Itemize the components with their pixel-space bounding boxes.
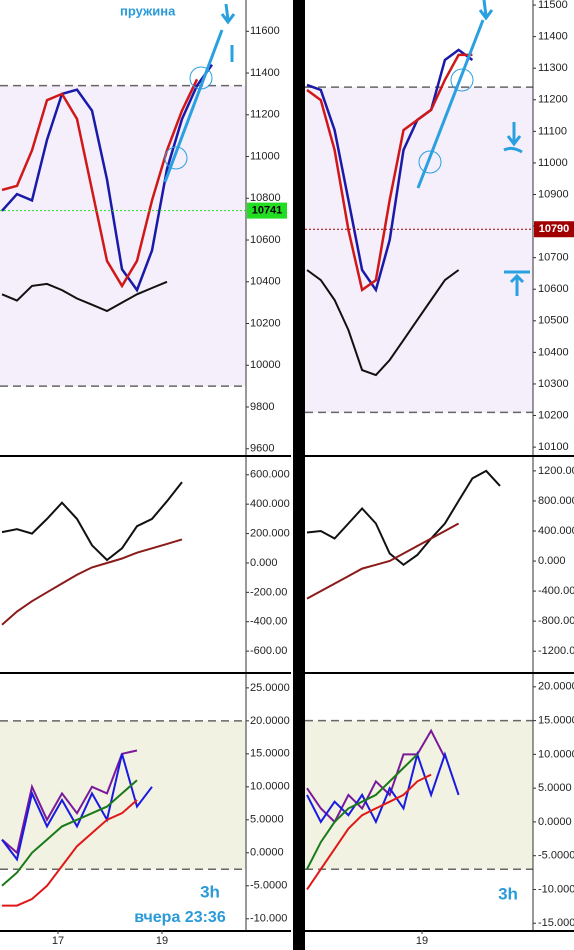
indicator-line (306, 728, 446, 824)
y-tick-label: 10400 (538, 346, 569, 358)
indicator-line (306, 53, 473, 293)
y-tick-label: 11100 (538, 125, 567, 137)
y-tick-label: -5.0000 (538, 850, 574, 862)
level-zone (0, 720, 246, 870)
y-tick-label: 20.0000 (250, 715, 290, 727)
y-tick-label: -1200.00 (538, 645, 574, 657)
y-tick-label: 9600 (250, 443, 274, 455)
y-tick-label: -10.000 (250, 913, 287, 925)
y-tick-label: 10300 (538, 378, 569, 390)
y-tick-label: -10.0000 (538, 883, 574, 895)
y-tick-label: -400.000 (538, 585, 574, 597)
y-tick-label: 10500 (538, 315, 569, 327)
y-tick-label: 600.000 (250, 469, 290, 481)
indicator-line (306, 753, 418, 870)
y-tick-label: 10200 (250, 317, 281, 329)
y-tick-label: -800.000 (538, 615, 574, 627)
y-tick-label: 10700 (538, 252, 569, 264)
y-tick-label: 10200 (538, 409, 569, 421)
indicator-line (306, 773, 432, 891)
y-tick-label: 400.000 (538, 525, 574, 537)
last-price-box (247, 202, 287, 219)
y-tick-label: 10800 (250, 192, 281, 204)
divider (293, 0, 305, 950)
y-tick-label: 5.0000 (538, 782, 572, 794)
y-tick-label: 11000 (538, 157, 568, 169)
last-price-label: 10741 (252, 205, 283, 217)
annotation-circles (164, 66, 474, 174)
y-tick-label: -5.0000 (250, 880, 287, 892)
y-tick-label: 1200.000 (538, 465, 574, 477)
y-tick-label: -600.00 (250, 645, 287, 657)
y-tick-label: -200.00 (250, 586, 287, 598)
y-tick-label: 10.0000 (250, 781, 290, 793)
y-tick-label: 400.000 (250, 498, 290, 510)
y-tick-label: 11400 (538, 31, 568, 43)
indicator-line (1, 63, 214, 293)
level-zone (305, 720, 533, 870)
y-tick-label: 10000 (250, 359, 281, 371)
y-tick-label: 10900 (538, 188, 569, 200)
indicator-line (1, 538, 183, 626)
indicator-line (1, 753, 153, 862)
y-tick-label: 0.0000 (250, 847, 284, 859)
y-tick-label: 11400 (250, 67, 280, 79)
y-tick-label: 800.000 (538, 495, 574, 507)
y-tick-label: 11300 (538, 62, 568, 74)
y-tick-label: 200.000 (250, 527, 290, 539)
indicator-line (1, 280, 168, 313)
x-tick-label: 19 (156, 935, 168, 947)
indicator-line (306, 522, 460, 600)
y-tick-label: -15.0000 (538, 917, 574, 929)
y-tick-label: 10400 (250, 276, 281, 288)
y-tick-label: 11200 (538, 94, 568, 106)
y-tick-label: 10600 (538, 283, 569, 295)
level-zone (305, 87, 533, 413)
y-tick-label: 11000 (250, 150, 280, 162)
annotation-text: 3h (498, 884, 518, 903)
x-tick-label: 17 (52, 935, 64, 947)
y-tick-label: 0.000 (538, 555, 566, 567)
y-tick-label: 9800 (250, 401, 274, 413)
y-tick-label: 10100 (538, 441, 569, 453)
indicator-line (1, 749, 138, 855)
last-price-box (534, 221, 574, 238)
y-tick-label: 20.0000 (538, 681, 574, 693)
y-tick-label: 10600 (250, 234, 281, 246)
x-tick-label: 19 (416, 935, 428, 947)
y-tick-label: 0.0000 (538, 816, 572, 828)
indicator-line (2, 799, 138, 907)
annotation-drawing (163, 0, 530, 296)
indicator-line (306, 269, 460, 377)
y-tick-label: 15.0000 (250, 748, 290, 760)
y-tick-label: 15.0000 (538, 715, 574, 727)
y-tick-label: 11200 (250, 109, 280, 121)
annotation-text: вчера 23:36 (134, 909, 226, 926)
indicator-line (306, 469, 501, 567)
y-tick-label: 10.0000 (538, 748, 574, 760)
indicator-line (1, 481, 183, 562)
level-zone (0, 85, 246, 387)
last-price-label: 10790 (539, 223, 570, 235)
annotation-text: 3h (200, 882, 220, 901)
indicator-line (306, 48, 474, 293)
y-tick-label: 25.0000 (250, 682, 290, 694)
y-tick-label: 11500 (538, 0, 568, 11)
y-tick-label: -400.00 (250, 616, 287, 628)
y-tick-label: 0.000 (250, 557, 278, 569)
annotation-text: пружина (120, 3, 176, 18)
y-tick-label: 11600 (250, 25, 280, 37)
y-tick-label: 5.0000 (250, 814, 284, 826)
indicator-line (1, 779, 138, 887)
indicator-line (1, 78, 199, 289)
